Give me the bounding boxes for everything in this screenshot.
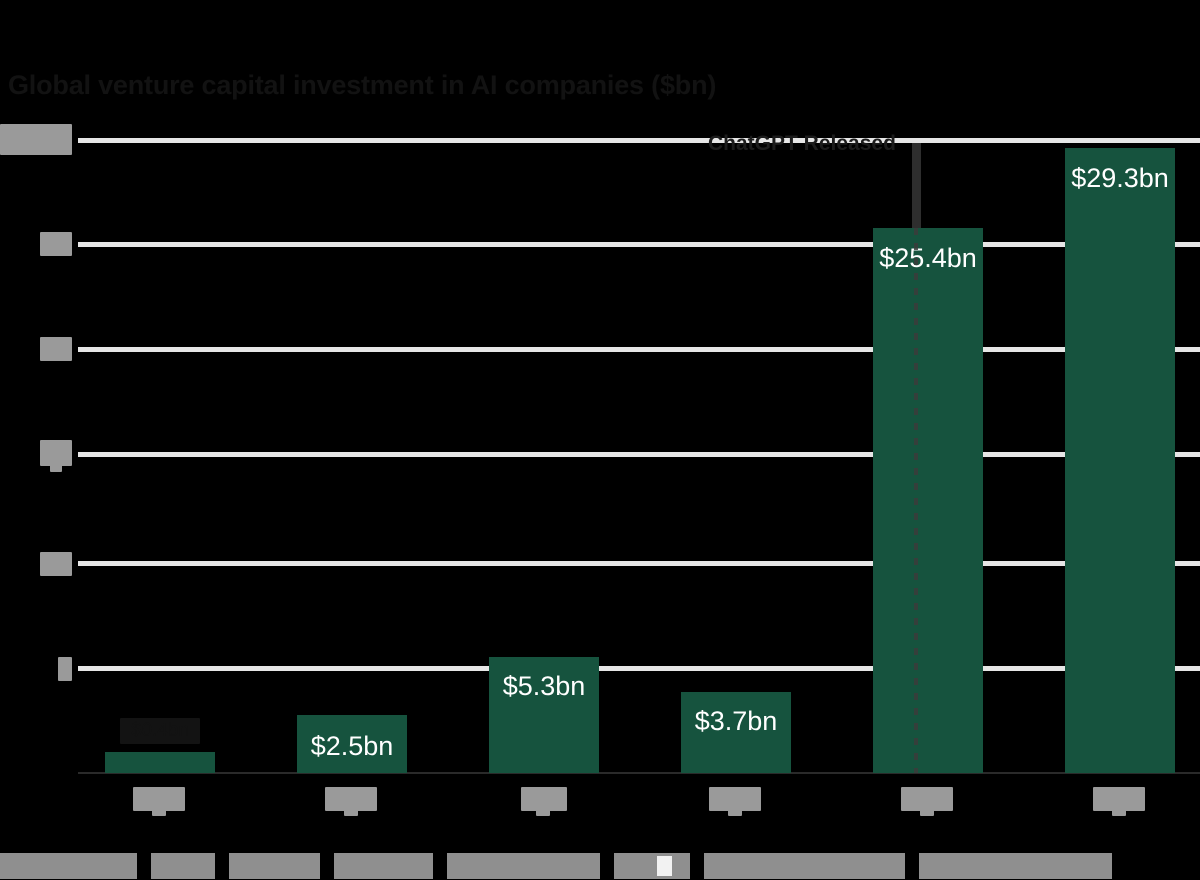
gridline-30 [78,138,1200,143]
y-tick-label-20: 20 [36,338,72,360]
x-tick-block-2022-tail [920,806,934,816]
footer-divider-4 [433,853,447,879]
x-tick-label-2021: 2021 [681,789,791,811]
footer-divider-2 [215,853,229,879]
x-tick-label-2020: 2020 [489,789,599,811]
bar-2021[interactable] [681,692,791,773]
gridline-10 [78,561,1200,566]
gridline-15 [78,452,1200,457]
annotation-dashed-line [914,228,918,773]
gridline-25 [78,242,1200,247]
x-tick-block-2020-tail [536,806,550,816]
x-tick-label-2018: 2018 [105,789,215,811]
footer-divider-6 [690,853,704,879]
y-axis-unit-block [0,124,72,155]
x-tick-block-2023-tail [1112,806,1126,816]
bar-2018[interactable] [105,752,215,773]
bar-value-label-2018: $0.4bn [120,718,200,744]
x-tick-label-2019: 2019 [297,789,407,811]
annotation-chatgpt-released: ChatGPT Released [708,132,896,155]
bar-value-label-2022: $25.4bn [879,243,977,273]
x-tick-block-2019-tail [344,806,358,816]
footer-divider-7 [905,853,919,879]
y-tick-block-5 [58,657,72,681]
footer-divider-5 [600,853,614,879]
y-tick-label-10: 10 [36,553,72,575]
gridline-20 [78,347,1200,352]
y-tick-block-20 [40,337,72,361]
chart-title: Global venture capital investment in AI … [8,70,717,100]
y-tick-block-10 [40,552,72,576]
bar-value-label-2020: $5.3bn [502,671,586,701]
x-tick-block-2021-tail [728,806,742,816]
x-tick-label-2022: 2022 [873,789,983,811]
y-tick-label-25: 25 [36,233,72,255]
footer-marker-icon [657,856,672,876]
bar-value-label-2019: $2.5bn [310,731,394,761]
bar-2022[interactable] [873,228,983,773]
bar-2019[interactable] [297,715,407,773]
y-axis-unit-label: $bn [0,126,72,148]
bar-2023[interactable] [1065,148,1175,773]
footer-divider-8 [1112,853,1200,879]
y-tick-block-15-tail [50,458,62,472]
footer-divider-3 [320,853,334,879]
gridline-5 [78,666,1200,671]
y-tick-block-25 [40,232,72,256]
x-axis-baseline [78,772,1200,774]
y-tick-label-5: 5 [36,658,72,680]
bar-value-label-2021: $3.7bn [694,706,778,736]
footer-divider-1 [137,853,151,879]
y-tick-label-15: 15 [36,443,72,465]
annotation-leader-line [912,143,921,228]
bar-2020[interactable] [489,657,599,773]
bar-value-label-2023: $29.3bn [1071,163,1169,193]
x-tick-block-2018-tail [152,806,166,816]
x-tick-label-2023: 2023 [1065,789,1175,811]
